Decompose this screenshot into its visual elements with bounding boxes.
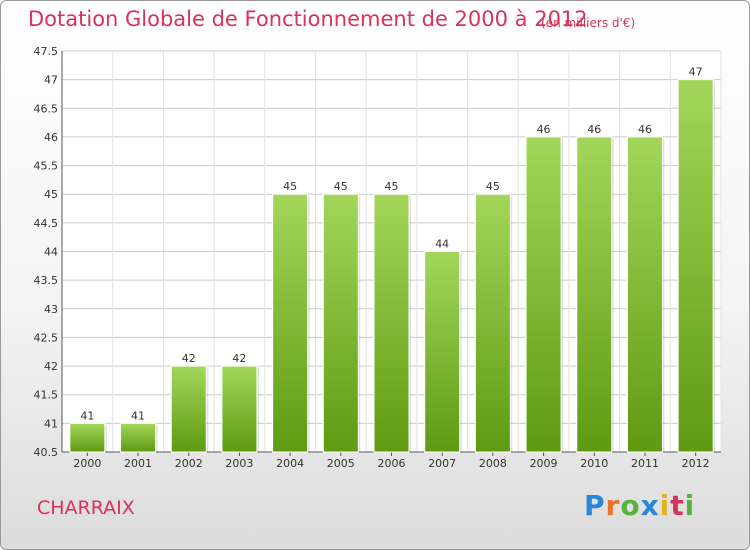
bar: [576, 136, 613, 453]
x-tick-label: 2009: [530, 457, 558, 470]
labels: 40.5 41 41.5 42 42.5 43 43.5 44 44.5 45 45.5 46 46.5…: [34, 45, 710, 470]
bar-value-label: 45: [385, 180, 399, 193]
bar-value-label: 47: [689, 66, 703, 79]
x-tick-label: 2006: [378, 457, 406, 470]
bar-value-label: 42: [182, 352, 196, 365]
x-tick-label: 2008: [479, 457, 507, 470]
logo-letter: t: [670, 489, 685, 522]
bar-value-label: 46: [638, 123, 652, 136]
bar: [322, 193, 359, 453]
bar-value-label: 45: [486, 180, 500, 193]
x-tick-label: 2010: [580, 457, 608, 470]
x-tick-label: 2007: [428, 457, 456, 470]
x-tick-label: 2005: [327, 457, 355, 470]
y-tick-label: 45.5: [34, 160, 59, 173]
y-tick-label: 47.5: [34, 45, 59, 58]
commune-name: CHARRAIX: [37, 497, 135, 519]
bar-value-label: 46: [587, 123, 601, 136]
y-tick-label: 41: [44, 417, 58, 430]
y-tick-label: 44: [44, 246, 58, 259]
y-tick-label: 45: [44, 188, 58, 201]
y-tick-label: 46: [44, 131, 58, 144]
bar: [221, 365, 258, 453]
logo-letter: o: [620, 489, 641, 522]
bar: [170, 365, 207, 453]
bar: [373, 193, 410, 453]
y-tick-label: 43: [44, 303, 58, 316]
x-tick-label: 2004: [276, 457, 304, 470]
y-tick-label: 43.5: [34, 274, 59, 287]
y-tick-label: 47: [44, 74, 58, 87]
logo-letter: i: [659, 489, 671, 522]
y-tick-label: 44.5: [34, 217, 59, 230]
bar-value-label: 46: [537, 123, 551, 136]
bar-value-label: 41: [80, 409, 94, 422]
bar: [677, 79, 714, 453]
proxiti-logo: Proxiti: [584, 489, 695, 522]
x-tick-label: 2012: [682, 457, 710, 470]
bar: [474, 193, 511, 453]
y-tick-label: 40.5: [34, 446, 59, 459]
x-tick-label: 2003: [225, 457, 253, 470]
logo-letter: r: [605, 489, 621, 522]
logo-letter: i: [684, 489, 696, 522]
bar: [525, 136, 562, 453]
y-tick-label: 41.5: [34, 389, 59, 402]
bar: [272, 193, 309, 453]
x-tick-label: 2001: [124, 457, 152, 470]
bar: [424, 251, 461, 453]
chart-title: Dotation Globale de Fonctionnement de 20…: [28, 7, 588, 31]
logo-letter: P: [584, 489, 606, 522]
bar: [69, 422, 106, 453]
bar-value-label: 42: [232, 352, 246, 365]
bar-value-label: 45: [334, 180, 348, 193]
chart-unit: (en milliers d'€): [541, 16, 636, 30]
bar: [120, 422, 157, 453]
y-tick-label: 42.5: [34, 331, 59, 344]
x-tick-label: 2011: [631, 457, 659, 470]
logo-letter: x: [640, 489, 660, 522]
x-tick-label: 2002: [175, 457, 203, 470]
bar-value-label: 44: [435, 238, 449, 251]
y-tick-label: 42: [44, 360, 58, 373]
x-tick-label: 2000: [73, 457, 101, 470]
bar-value-label: 45: [283, 180, 297, 193]
bars: [69, 79, 716, 453]
y-tick-label: 46.5: [34, 102, 59, 115]
bar: [626, 136, 663, 453]
bar-value-label: 41: [131, 409, 145, 422]
